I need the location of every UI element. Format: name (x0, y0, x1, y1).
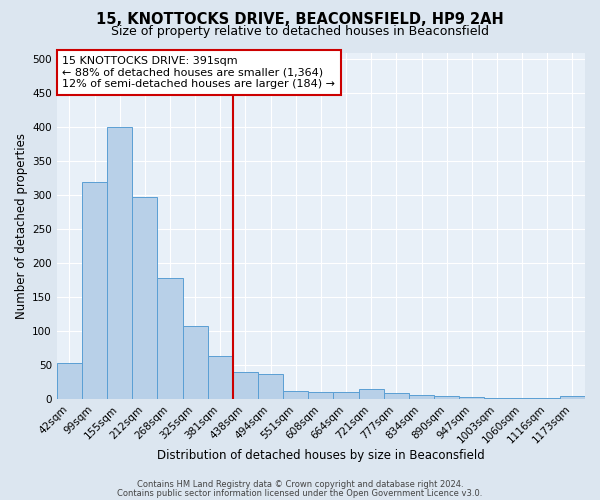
Bar (384, 394, 409, 399)
Text: Contains HM Land Registry data © Crown copyright and database right 2024.: Contains HM Land Registry data © Crown c… (137, 480, 463, 489)
Bar (182, 326, 208, 399)
Bar (459, 397, 484, 399)
Bar (208, 356, 233, 399)
Text: Contains public sector information licensed under the Open Government Licence v3: Contains public sector information licen… (118, 488, 482, 498)
Bar (308, 392, 334, 399)
Bar (258, 374, 283, 399)
Bar (82, 182, 107, 399)
Bar (132, 196, 157, 399)
Text: 15 KNOTTOCKS DRIVE: 391sqm
← 88% of detached houses are smaller (1,364)
12% of s: 15 KNOTTOCKS DRIVE: 391sqm ← 88% of deta… (62, 56, 335, 89)
Y-axis label: Number of detached properties: Number of detached properties (15, 132, 28, 318)
X-axis label: Distribution of detached houses by size in Beaconsfield: Distribution of detached houses by size … (157, 450, 485, 462)
Bar (359, 390, 384, 399)
Bar (283, 392, 308, 399)
Text: 15, KNOTTOCKS DRIVE, BEACONSFIELD, HP9 2AH: 15, KNOTTOCKS DRIVE, BEACONSFIELD, HP9 2… (96, 12, 504, 28)
Bar (233, 372, 258, 399)
Text: Size of property relative to detached houses in Beaconsfield: Size of property relative to detached ho… (111, 25, 489, 38)
Bar (434, 396, 459, 399)
Bar (484, 398, 509, 399)
Bar (334, 392, 359, 399)
Bar (157, 278, 182, 399)
Bar (409, 395, 434, 399)
Bar (57, 363, 82, 399)
Bar (107, 127, 132, 399)
Bar (560, 396, 585, 399)
Bar (535, 398, 560, 399)
Bar (509, 398, 535, 399)
